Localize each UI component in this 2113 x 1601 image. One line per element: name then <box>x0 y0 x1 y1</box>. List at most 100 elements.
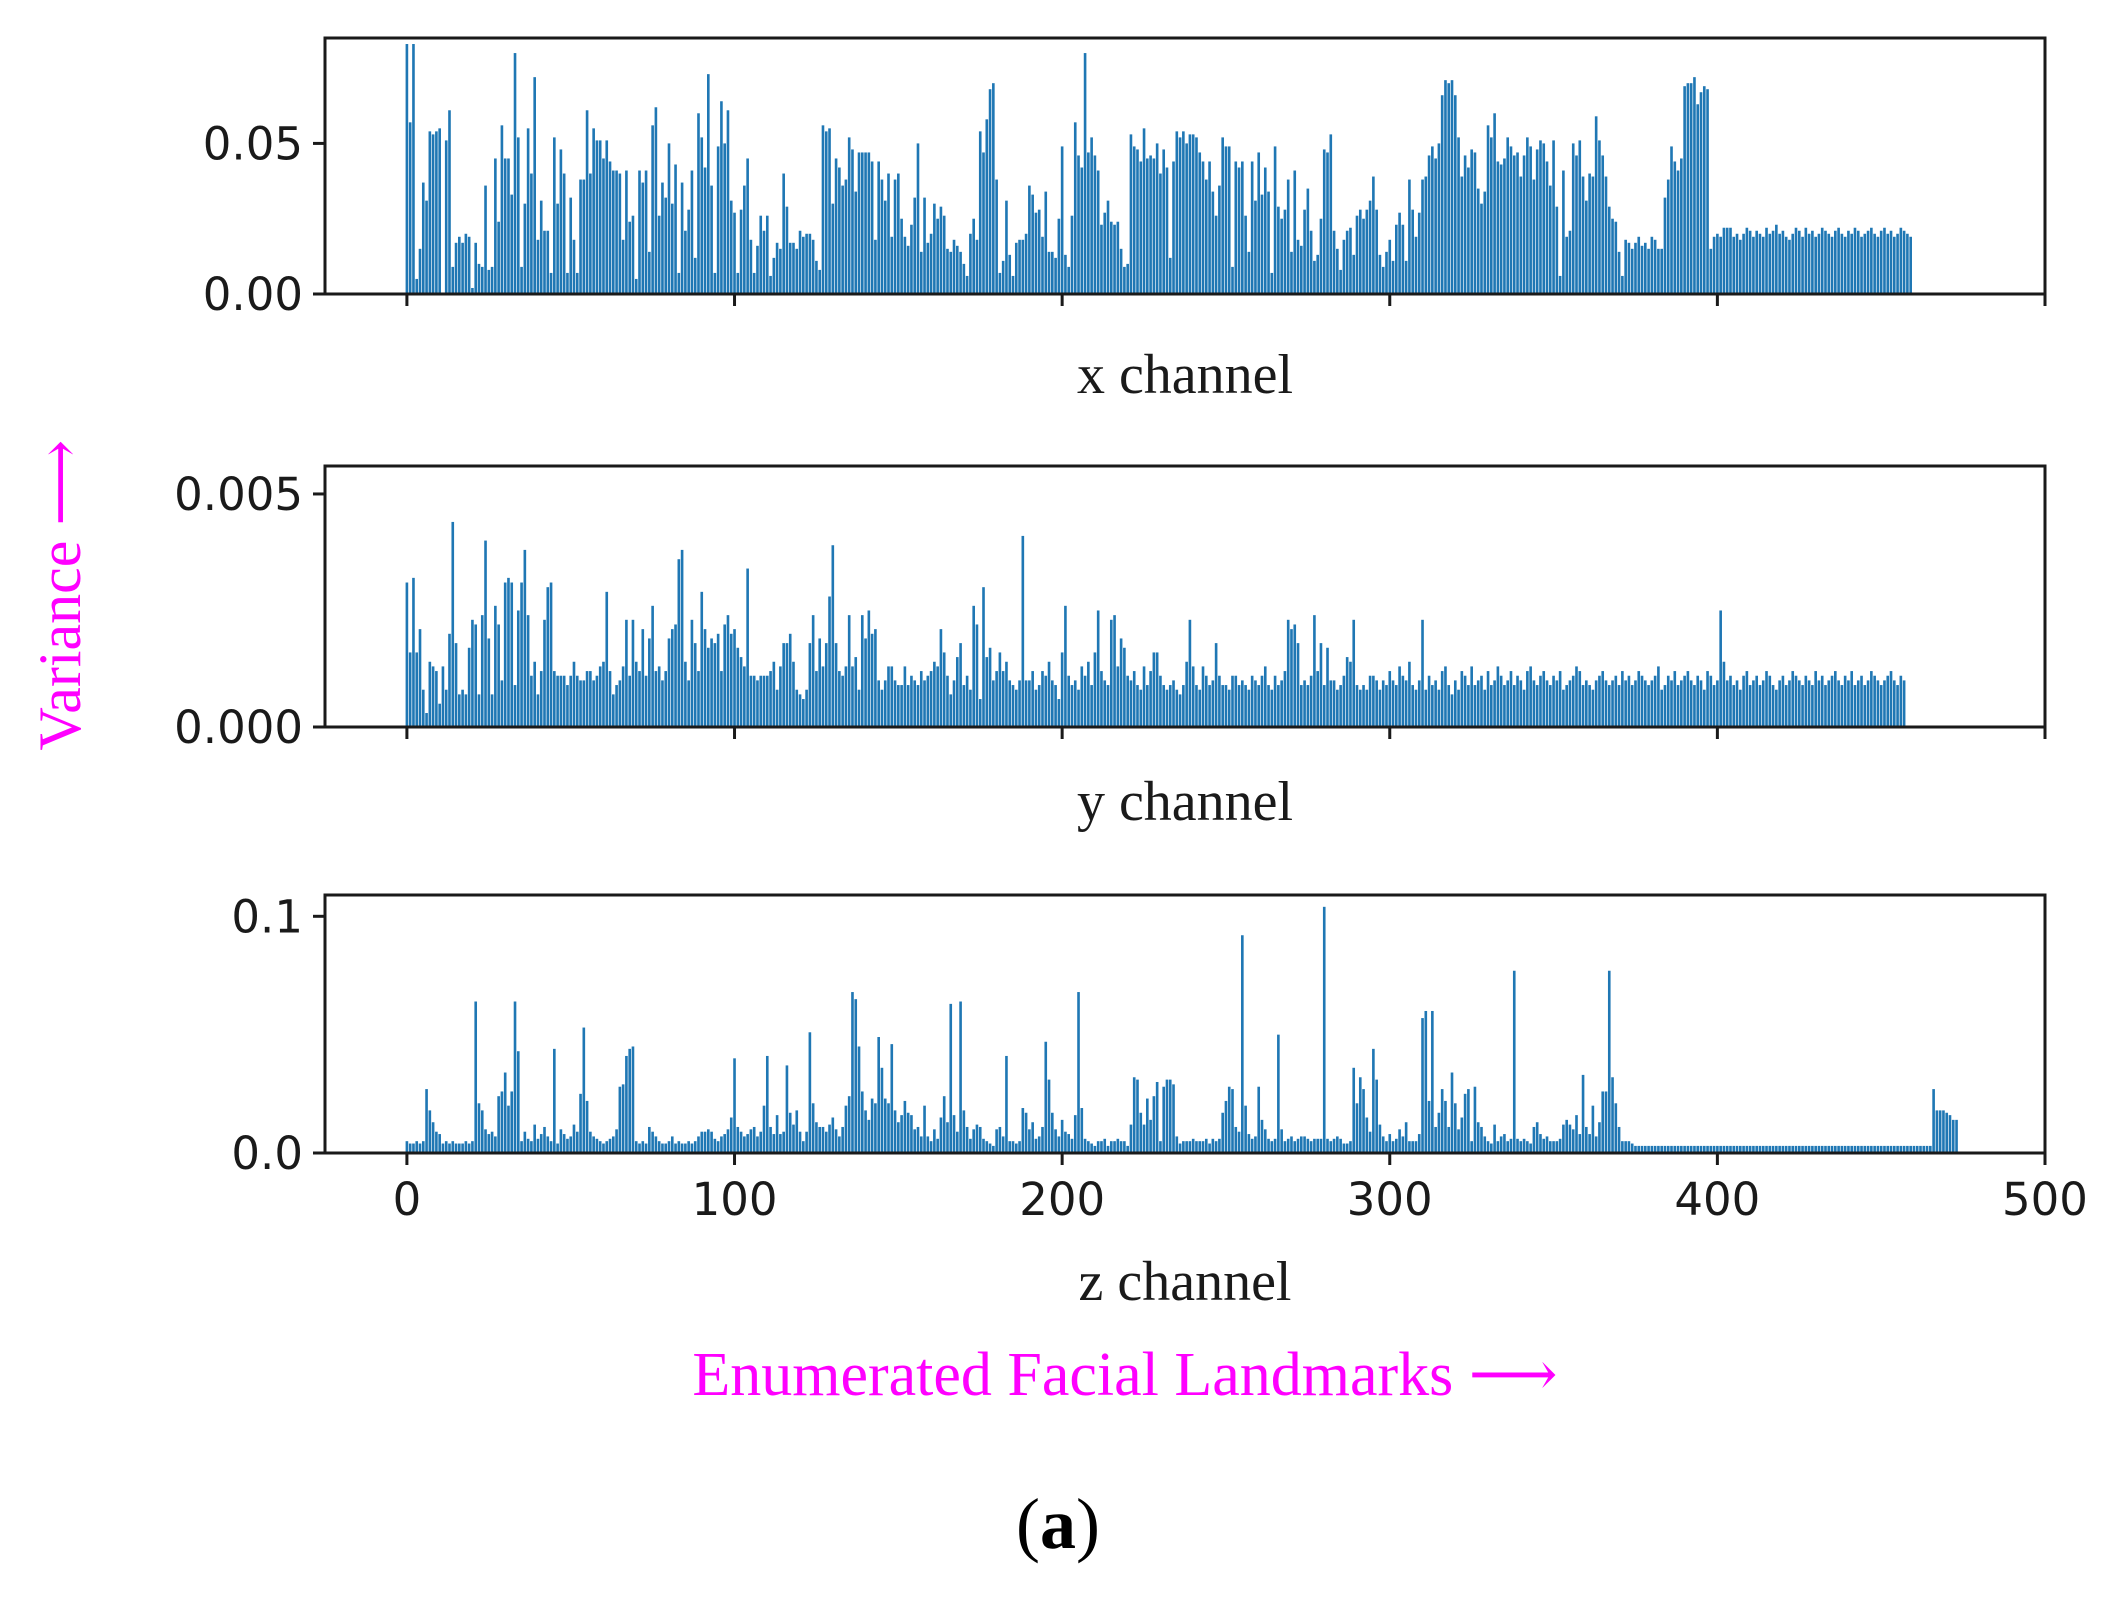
y-bar <box>933 661 936 727</box>
x-bar <box>1067 266 1070 294</box>
x-bar <box>834 158 838 294</box>
x-bar <box>1676 170 1680 294</box>
z-bar <box>1902 1145 1906 1153</box>
y-bar <box>1283 671 1287 727</box>
x-bar <box>1621 275 1624 294</box>
z-bar <box>1417 1134 1421 1153</box>
z-bar <box>467 1143 471 1153</box>
x-bar <box>651 125 654 294</box>
y-bar <box>1090 685 1093 727</box>
y-bar <box>562 675 566 727</box>
z-bar <box>1306 1138 1310 1153</box>
z-bar <box>674 1143 677 1153</box>
z-bar <box>1073 1115 1077 1153</box>
y-bar <box>1257 685 1261 727</box>
x-bar <box>579 179 582 294</box>
y-bar <box>1146 685 1149 727</box>
z-bar <box>1421 1018 1424 1153</box>
x-bar <box>1873 233 1876 294</box>
x-bar <box>1227 146 1231 294</box>
y-bar <box>1119 638 1123 727</box>
y-bar <box>602 661 605 727</box>
z-bar <box>697 1136 700 1153</box>
y-bar <box>1204 675 1208 727</box>
y-bar <box>1568 680 1572 727</box>
y-bar <box>1522 689 1526 727</box>
x-bar <box>661 182 664 294</box>
z-bar <box>408 1143 412 1153</box>
x-bar <box>1696 104 1700 294</box>
y-bar <box>1643 680 1647 727</box>
x-bar <box>975 239 979 294</box>
y-bar <box>887 666 890 727</box>
x-bar <box>1834 230 1837 294</box>
x-bar <box>1879 230 1883 294</box>
z-bar <box>1473 1086 1477 1153</box>
z-bar <box>500 1091 504 1153</box>
z-bar <box>1555 1141 1559 1153</box>
y-bar <box>1067 675 1070 727</box>
y-bar <box>598 666 602 727</box>
z-bar <box>1526 1141 1529 1153</box>
z-bar <box>1336 1136 1339 1153</box>
z-bar <box>1522 1138 1526 1153</box>
y-bar <box>762 675 766 727</box>
y-bar <box>969 689 972 727</box>
y-bar <box>1296 643 1300 727</box>
z-bar <box>887 1103 890 1153</box>
x-bar <box>1028 185 1031 294</box>
y-bar <box>1811 685 1814 727</box>
x-bar <box>952 239 956 294</box>
x-bar <box>1421 179 1424 294</box>
z-bar <box>579 1093 582 1153</box>
y-bar <box>1830 675 1834 727</box>
z-bar <box>575 1131 579 1153</box>
x-bar <box>1480 203 1483 294</box>
z-bar <box>1912 1145 1916 1153</box>
y-bar <box>782 643 785 727</box>
x-bar <box>965 275 969 294</box>
y-bar <box>1499 675 1503 727</box>
x-bar <box>654 107 658 295</box>
y-bar <box>1064 605 1067 727</box>
y-bar <box>1866 680 1870 727</box>
y-bar <box>860 615 864 727</box>
shared-xlabel: Enumerated Facial Landmarks ⟶ <box>692 1341 1557 1409</box>
x-bar <box>1607 206 1611 294</box>
x-bar <box>713 272 717 294</box>
z-bar <box>1585 1126 1588 1153</box>
x-bar <box>933 203 936 294</box>
x-bar <box>1241 161 1244 294</box>
y-bar <box>1260 675 1264 727</box>
z-bar <box>1568 1124 1572 1153</box>
y-bar <box>959 643 962 727</box>
x-bar <box>1526 137 1529 294</box>
y-bar <box>1870 671 1873 727</box>
y-bar <box>1352 619 1356 727</box>
z-bar <box>965 1126 969 1153</box>
z-bar <box>648 1126 651 1153</box>
y-bar <box>684 661 687 727</box>
x-bar <box>1234 161 1238 294</box>
x-bar <box>1014 242 1018 294</box>
y-bar <box>834 643 838 727</box>
x-bar <box>1034 212 1038 294</box>
z-bar <box>985 1141 989 1153</box>
y-bar <box>1116 666 1120 727</box>
z-bar <box>1008 1141 1012 1153</box>
z-bar <box>1850 1145 1854 1153</box>
z-bar <box>811 1103 815 1153</box>
x-bar <box>1008 254 1012 294</box>
x-bar <box>438 128 441 294</box>
yticks-z-channel: 0.0 0.1 <box>231 890 325 1180</box>
y-tick-label: 0.005 <box>174 468 303 521</box>
z-bar <box>972 1129 975 1153</box>
xlabel-x-channel: x channel <box>1077 344 1293 406</box>
z-bar <box>477 1103 481 1153</box>
y-bar <box>1339 685 1342 727</box>
axes-frame-x-channel <box>323 36 2047 296</box>
x-bar <box>779 248 782 294</box>
z-bar <box>1955 1119 1958 1153</box>
z-bar <box>890 1044 894 1153</box>
x-bar <box>946 248 949 294</box>
